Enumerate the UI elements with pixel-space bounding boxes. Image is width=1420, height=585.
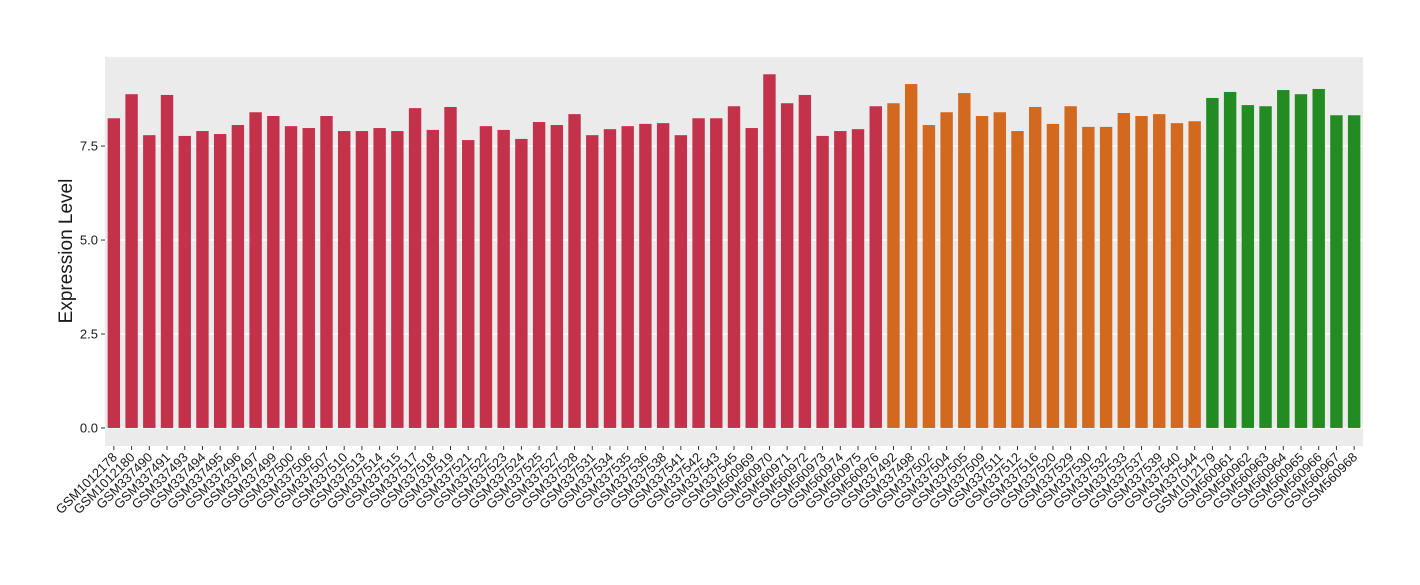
bar <box>355 131 369 428</box>
bar <box>267 116 280 428</box>
y-tick-label: 0.0 <box>80 420 98 435</box>
bar <box>1277 90 1290 428</box>
bar <box>692 118 705 428</box>
bar <box>922 125 936 428</box>
bar <box>1206 97 1219 428</box>
bar <box>1117 113 1131 428</box>
bar <box>975 116 989 428</box>
bar <box>196 131 209 428</box>
bar <box>656 123 670 428</box>
bar <box>780 103 794 428</box>
bar <box>904 84 918 428</box>
bar <box>993 112 1006 428</box>
bar <box>408 108 422 428</box>
bar <box>940 112 953 428</box>
bar <box>1312 88 1325 428</box>
bar <box>1241 105 1255 428</box>
bar <box>213 134 227 428</box>
bar <box>515 138 528 428</box>
bar <box>816 135 829 428</box>
bar <box>391 131 404 428</box>
y-tick-label: 5.0 <box>80 233 98 248</box>
bar <box>231 125 245 428</box>
y-tick-label: 7.5 <box>80 139 98 154</box>
bar <box>1082 126 1095 428</box>
bar <box>373 128 386 428</box>
bar <box>603 129 617 428</box>
bar <box>497 129 510 428</box>
bar <box>178 135 191 428</box>
bar <box>125 94 138 428</box>
bar <box>1011 131 1024 428</box>
bar <box>834 131 847 428</box>
bar <box>1064 106 1077 428</box>
bar <box>1259 106 1272 428</box>
bar <box>851 129 865 428</box>
bar <box>1170 123 1184 428</box>
bar <box>337 131 351 428</box>
bar <box>1294 94 1308 428</box>
bar <box>798 94 812 428</box>
bar <box>958 93 971 428</box>
bar <box>1330 115 1343 428</box>
bar <box>320 116 333 428</box>
bar <box>710 118 723 428</box>
bar <box>160 94 174 428</box>
bar <box>107 118 121 428</box>
bar <box>426 129 439 428</box>
bar <box>462 140 475 428</box>
bar <box>1153 114 1166 428</box>
bar <box>1046 123 1060 428</box>
bar <box>1135 116 1148 428</box>
y-axis-label: Expression Level <box>56 179 77 324</box>
bar <box>532 122 546 428</box>
bar <box>284 126 298 428</box>
bar <box>621 126 634 428</box>
bar <box>639 123 652 428</box>
bar <box>887 103 900 428</box>
bar <box>1188 121 1201 428</box>
bar <box>727 106 741 428</box>
bar <box>763 74 776 428</box>
bar <box>586 135 599 428</box>
bar <box>479 126 493 428</box>
bar <box>302 128 315 428</box>
bar <box>674 135 688 428</box>
bar <box>1223 91 1237 428</box>
bar <box>143 135 156 428</box>
bar <box>869 106 882 428</box>
bar <box>745 128 758 428</box>
bar <box>444 106 457 428</box>
bar <box>550 125 564 428</box>
bar <box>568 114 581 428</box>
y-tick-label: 2.5 <box>80 326 98 341</box>
bar <box>1029 106 1042 428</box>
bar <box>1099 126 1113 428</box>
bar <box>249 112 262 428</box>
bar <box>1347 115 1361 428</box>
